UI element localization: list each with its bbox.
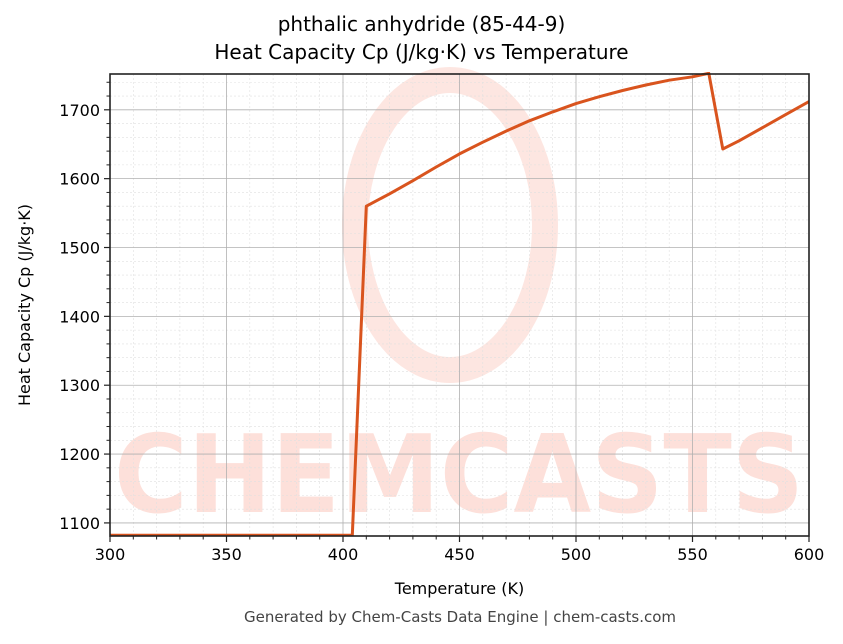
watermark: CHEMCASTS [114, 67, 804, 538]
y-tick-label: 1700 [59, 101, 100, 120]
y-tick-label: 1300 [59, 376, 100, 395]
x-tick-label: 300 [95, 545, 126, 564]
x-axis-label: Temperature (K) [394, 579, 524, 598]
chart-title-line2: Heat Capacity Cp (J/kg·K) vs Temperature [214, 40, 629, 64]
y-tick-label: 1600 [59, 170, 100, 189]
x-tick-label: 450 [444, 545, 475, 564]
x-tick-label: 600 [794, 545, 825, 564]
y-axis-label: Heat Capacity Cp (J/kg·K) [15, 204, 34, 406]
y-tick-label: 1100 [59, 514, 100, 533]
x-tick-label: 350 [211, 545, 242, 564]
footer-credit: Generated by Chem-Casts Data Engine | ch… [243, 608, 677, 626]
x-tick-label: 400 [328, 545, 359, 564]
y-tick-label: 1200 [59, 445, 100, 464]
chart-title-line1: phthalic anhydride (85-44-9) [277, 12, 566, 36]
y-tick-label: 1400 [59, 307, 100, 326]
x-tick-label: 550 [677, 545, 708, 564]
cp-series-line [110, 72, 809, 536]
svg-text:CHEMCASTS: CHEMCASTS [114, 413, 804, 538]
x-tick-label: 500 [561, 545, 592, 564]
y-tick-label: 1500 [59, 239, 100, 258]
